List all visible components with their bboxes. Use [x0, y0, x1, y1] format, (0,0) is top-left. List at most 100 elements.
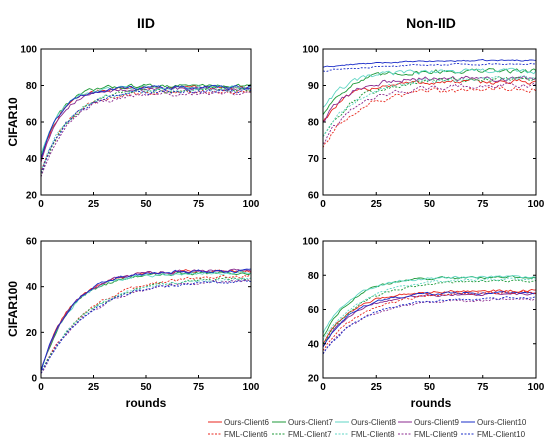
panel-1: 0 25 50 75 100 20 40 60 80 100	[20, 45, 259, 211]
series-line-fml-client7	[323, 75, 536, 137]
series-line-fml-client8	[41, 277, 251, 374]
series-line-fml-client10	[323, 62, 536, 72]
x-tick-label: 100	[243, 199, 260, 210]
series-line-fml-client6	[41, 89, 251, 174]
series-line-ours-client10	[323, 291, 536, 348]
y-tick-label: 20	[26, 328, 38, 339]
column-title-non-iid: Non-IID	[406, 15, 456, 31]
legend-label: FML-Client7	[288, 430, 332, 439]
series-group	[41, 83, 251, 177]
series-line-fml-client8	[323, 74, 536, 137]
x-tick-label: 0	[38, 382, 44, 393]
legend-label: Ours-Client6	[224, 418, 269, 427]
y-tick-label: 80	[308, 271, 320, 282]
series-line-ours-client9	[323, 292, 536, 348]
series-line-fml-client10	[41, 279, 251, 374]
series-line-fml-client7	[41, 86, 251, 177]
legend-label: FML-Client8	[351, 430, 395, 439]
series-line-fml-client7	[41, 276, 251, 374]
x-tick-label: 50	[424, 199, 436, 210]
row-label-cifar100: CIFAR100	[6, 281, 20, 337]
plot-frame	[322, 48, 537, 196]
y-tick-label: 0	[31, 374, 37, 385]
series-line-fml-client10	[323, 296, 536, 355]
panel-3: 0 25 50 75 100 0 20 40 60	[26, 237, 260, 394]
panel-2: 0 25 50 75 100 60 70 80 90 100	[302, 45, 544, 211]
y-tick-label: 20	[308, 374, 320, 385]
column-title-iid: IID	[137, 15, 155, 31]
legend-item-ours-client9: Ours-Client9	[398, 418, 459, 427]
series-line-ours-client7	[323, 68, 536, 115]
series-line-fml-client6	[323, 85, 536, 148]
series-line-fml-client10	[41, 88, 251, 174]
legend-label: Ours-Client7	[288, 418, 333, 427]
legend-label: Ours-Client8	[351, 418, 396, 427]
x-tick-label: 100	[528, 199, 545, 210]
series-line-fml-client9	[41, 90, 251, 177]
series-line-ours-client8	[323, 275, 536, 334]
legend-label: Ours-Client10	[477, 418, 527, 427]
series-line-ours-client6	[323, 78, 536, 123]
x-tick-label: 100	[528, 382, 545, 393]
series-group	[323, 59, 536, 148]
y-tick-label: 90	[308, 81, 320, 92]
y-tick-label: 40	[26, 154, 38, 165]
y-tick-label: 60	[26, 237, 38, 248]
y-tick-label: 20	[26, 191, 38, 202]
x-axis-label-non-iid: rounds	[411, 396, 452, 410]
series-line-ours-client9	[41, 268, 251, 372]
y-tick-label: 80	[308, 118, 320, 129]
x-tick-label: 75	[193, 382, 205, 393]
y-tick-label: 40	[308, 339, 320, 350]
x-axis-label-iid: rounds	[126, 396, 167, 410]
x-tick-label: 0	[38, 199, 44, 210]
y-tick-label: 60	[308, 305, 320, 316]
series-line-ours-client10	[41, 84, 251, 159]
legend-item-fml-client8: FML-Client8	[335, 430, 395, 439]
series-line-fml-client9	[41, 279, 251, 374]
legend-item-ours-client7: Ours-Client7	[272, 418, 333, 427]
legend-item-ours-client6: Ours-Client6	[208, 418, 269, 427]
series-line-ours-client6	[41, 84, 251, 163]
x-tick-label: 0	[320, 199, 326, 210]
y-tick-label: 40	[26, 282, 38, 293]
y-tick-label: 60	[26, 118, 38, 129]
legend: Ours-Client6 Ours-Client7 Ours-Client8 Ours…	[208, 418, 527, 439]
series-line-ours-client8	[41, 270, 251, 372]
series-line-ours-client8	[323, 67, 536, 108]
y-tick-label: 100	[20, 45, 37, 56]
plot-frame	[40, 48, 252, 196]
series-line-ours-client8	[41, 85, 251, 155]
series-line-fml-client9	[323, 82, 536, 145]
row-label-cifar10: CIFAR10	[6, 97, 20, 147]
x-tick-label: 50	[140, 199, 152, 210]
legend-item-ours-client8: Ours-Client8	[335, 418, 396, 427]
x-tick-label: 25	[371, 199, 383, 210]
legend-label: Ours-Client9	[414, 418, 459, 427]
x-tick-label: 50	[424, 382, 436, 393]
panels-group: 0 25 50 75 100 20 40 60 80 100 0 25 50 75 100 60 70 80 90 1…	[20, 45, 544, 394]
plot-frame	[40, 240, 252, 379]
y-tick-label: 100	[302, 45, 319, 56]
legend-item-fml-client6: FML-Client6	[208, 430, 268, 439]
series-group	[41, 268, 251, 374]
y-tick-label: 100	[302, 237, 319, 248]
x-tick-label: 100	[243, 382, 260, 393]
legend-item-fml-client9: FML-Client9	[398, 430, 458, 439]
series-line-ours-client9	[323, 75, 536, 123]
x-tick-label: 25	[88, 382, 100, 393]
y-tick-label: 60	[308, 191, 320, 202]
series-line-fml-client8	[323, 277, 536, 341]
series-line-fml-client6	[323, 290, 536, 351]
legend-item-fml-client7: FML-Client7	[272, 430, 332, 439]
x-tick-label: 25	[88, 199, 100, 210]
series-line-ours-client9	[41, 86, 251, 163]
x-tick-label: 75	[477, 199, 489, 210]
series-group	[323, 275, 536, 355]
panel-4: 0 25 50 75 100 20 40 60 80 100	[302, 237, 544, 394]
x-tick-label: 50	[140, 382, 152, 393]
series-line-fml-client7	[323, 279, 536, 345]
legend-item-ours-client10: Ours-Client10	[461, 418, 527, 427]
series-line-ours-client10	[41, 268, 251, 372]
